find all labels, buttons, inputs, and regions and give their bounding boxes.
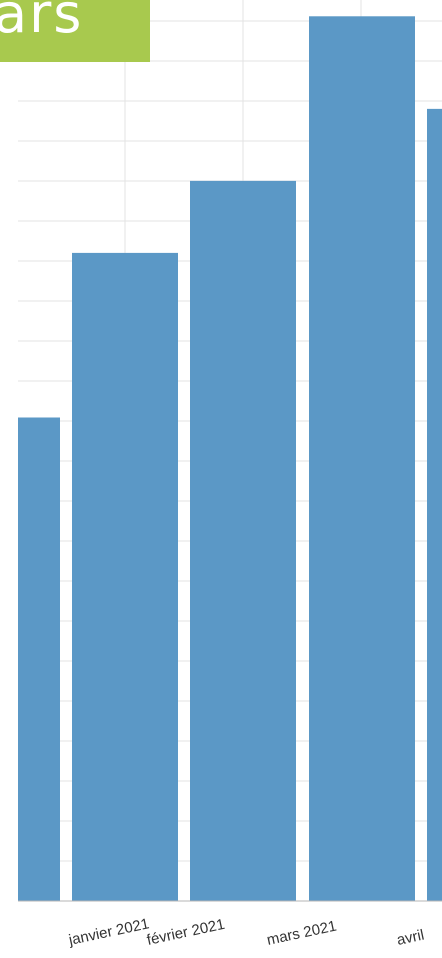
x-tick-label: mars 2021 <box>265 918 338 949</box>
bar-3 <box>309 16 415 902</box>
x-tick-label: janvier 2021 <box>66 915 150 949</box>
x-tick-label: avril <box>395 927 425 949</box>
bars <box>18 16 442 902</box>
bar-2 <box>190 180 296 901</box>
bar-0 <box>18 417 60 901</box>
title-banner: ars <box>0 0 150 62</box>
title-banner-text: ars <box>0 0 84 45</box>
bar-4 <box>427 108 442 902</box>
bar-1 <box>72 252 178 901</box>
x-tick-label: février 2021 <box>145 916 226 949</box>
